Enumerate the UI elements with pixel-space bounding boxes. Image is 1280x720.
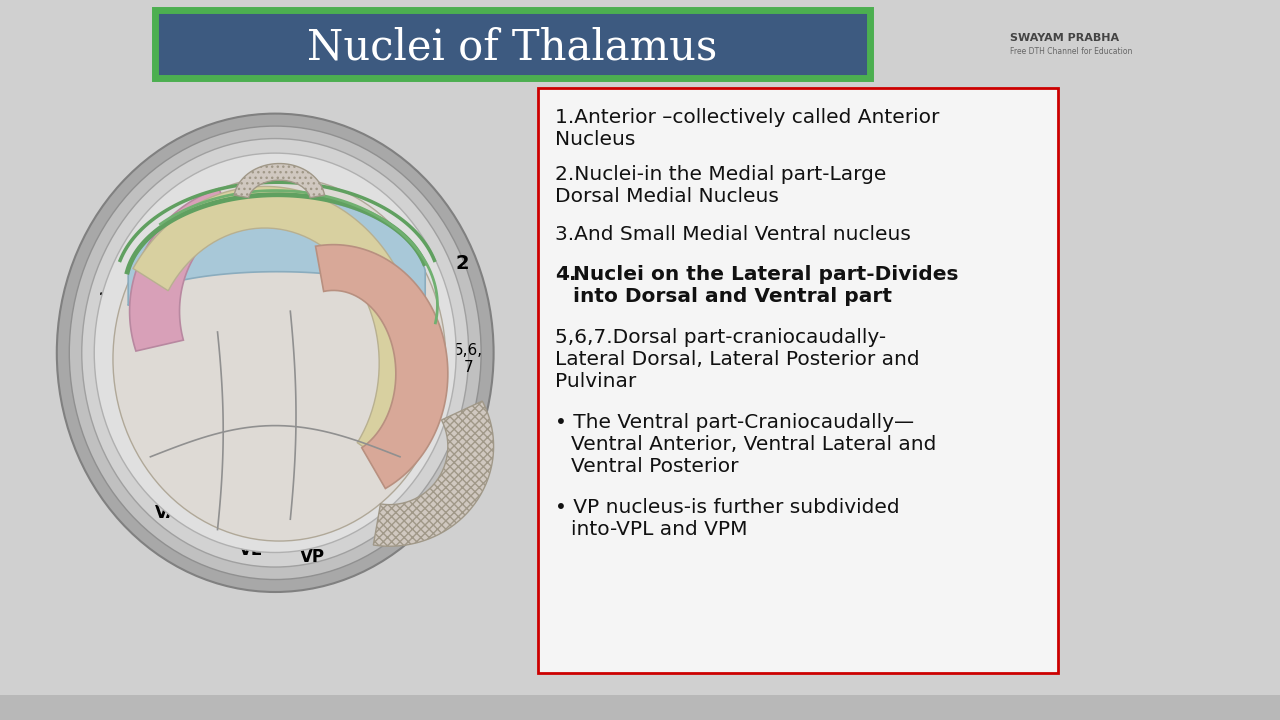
Text: into-VPL and VPM: into-VPL and VPM <box>571 520 748 539</box>
Polygon shape <box>133 186 421 467</box>
Text: Nucleus: Nucleus <box>556 130 635 149</box>
Text: • The Ventral part-Craniocaudally—: • The Ventral part-Craniocaudally— <box>556 413 914 432</box>
FancyBboxPatch shape <box>155 10 870 78</box>
Ellipse shape <box>113 177 445 541</box>
Text: Pulvinar: Pulvinar <box>556 372 636 391</box>
Text: Ventral Anterior, Ventral Lateral and: Ventral Anterior, Ventral Lateral and <box>571 435 937 454</box>
Text: SWAYAM PRABHA: SWAYAM PRABHA <box>1010 33 1119 43</box>
Text: 1: 1 <box>97 292 111 310</box>
Text: • VP nucleus-is further subdivided: • VP nucleus-is further subdivided <box>556 498 900 517</box>
Polygon shape <box>374 401 494 546</box>
Text: Free DTH Channel for Education: Free DTH Channel for Education <box>1010 48 1133 56</box>
Text: Ventral Posterior: Ventral Posterior <box>571 457 739 476</box>
Ellipse shape <box>69 126 481 580</box>
Text: Nuclei on the Lateral part-Divides: Nuclei on the Lateral part-Divides <box>573 265 959 284</box>
Text: 1.Anterior –collectively called Anterior: 1.Anterior –collectively called Anterior <box>556 108 940 127</box>
Ellipse shape <box>95 153 456 552</box>
Text: 2: 2 <box>456 254 470 273</box>
Text: VA: VA <box>155 504 179 522</box>
Polygon shape <box>128 197 425 305</box>
Text: Lateral Dorsal, Lateral Posterior and: Lateral Dorsal, Lateral Posterior and <box>556 350 919 369</box>
Text: 3.And Small Medial Ventral nucleus: 3.And Small Medial Ventral nucleus <box>556 225 911 244</box>
Text: 2.Nuclei-in the Medial part-Large: 2.Nuclei-in the Medial part-Large <box>556 165 886 184</box>
Ellipse shape <box>56 114 494 592</box>
Text: VP: VP <box>300 548 325 566</box>
Text: 5,6,
7: 5,6, 7 <box>454 343 484 375</box>
Text: 5,6,7.Dorsal part-craniocaudally-: 5,6,7.Dorsal part-craniocaudally- <box>556 328 886 347</box>
FancyBboxPatch shape <box>538 88 1059 673</box>
Text: 4.: 4. <box>556 265 576 284</box>
FancyBboxPatch shape <box>0 695 1280 720</box>
Text: into Dorsal and Ventral part: into Dorsal and Ventral part <box>573 287 892 306</box>
Polygon shape <box>129 189 234 351</box>
Polygon shape <box>316 245 448 488</box>
Text: Nuclei of Thalamus: Nuclei of Thalamus <box>307 26 717 68</box>
Ellipse shape <box>82 138 468 567</box>
Text: Dorsal Medial Nucleus: Dorsal Medial Nucleus <box>556 187 778 206</box>
Text: VL: VL <box>238 541 262 559</box>
Polygon shape <box>234 163 325 198</box>
